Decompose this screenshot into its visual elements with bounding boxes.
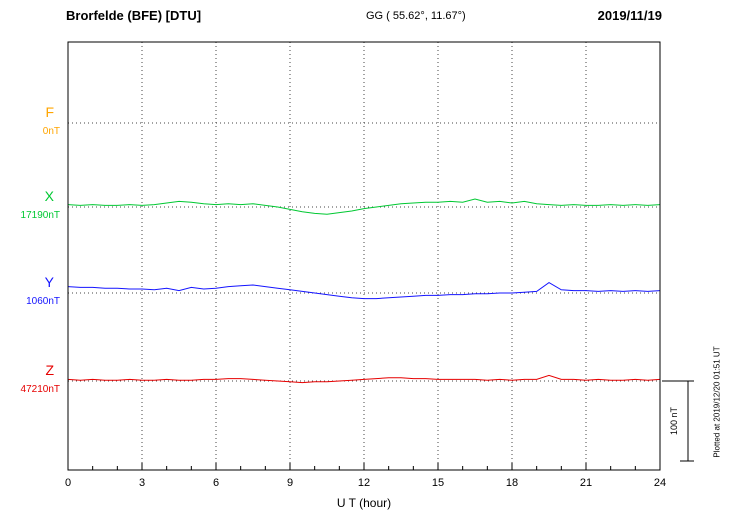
x-tick-9: 9 bbox=[286, 477, 294, 489]
station-title: Brorfelde (BFE) [DTU] bbox=[66, 8, 202, 23]
channel-baseline-x: 17190nT bbox=[20, 210, 60, 221]
channel-label-f: F bbox=[45, 104, 54, 120]
x-tick-21: 21 bbox=[579, 477, 593, 489]
channel-baseline-z: 47210nT bbox=[20, 384, 60, 395]
channel-label-z: Z bbox=[45, 362, 54, 378]
geo-coordinates: GG ( 55.62°, 11.67°) bbox=[366, 10, 466, 22]
x-tick-0: 0 bbox=[64, 477, 72, 489]
x-axis-label: U T (hour) bbox=[336, 496, 392, 510]
x-tick-18: 18 bbox=[505, 477, 519, 489]
x-tick-12: 12 bbox=[357, 477, 371, 489]
scale-bar-label: 100 nT bbox=[669, 406, 679, 436]
channel-label-y: Y bbox=[44, 274, 54, 290]
x-tick-3: 3 bbox=[138, 477, 146, 489]
x-tick-15: 15 bbox=[431, 477, 445, 489]
channel-baseline-y: 1060nT bbox=[26, 296, 60, 307]
channel-label-x: X bbox=[44, 188, 54, 204]
x-tick-6: 6 bbox=[212, 477, 220, 489]
plot-date: 2019/11/19 bbox=[597, 8, 662, 23]
x-tick-24: 24 bbox=[653, 477, 667, 489]
plotted-at-note: Plotted at 2019/12/20 01:51 UT bbox=[712, 346, 722, 458]
channel-baseline-f: 0nT bbox=[42, 126, 60, 137]
